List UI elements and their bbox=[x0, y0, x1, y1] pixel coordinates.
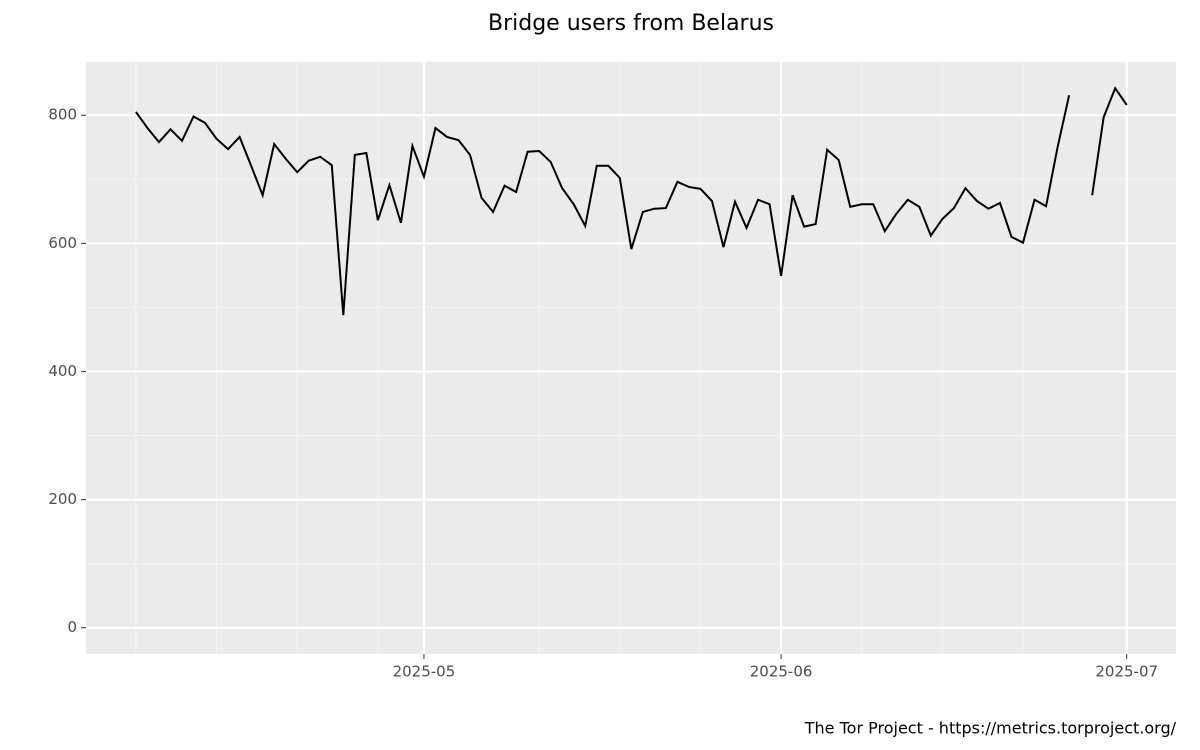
y-tick-label: 800 bbox=[48, 106, 77, 124]
line bbox=[135, 86, 1128, 316]
y-tick-label: 200 bbox=[48, 490, 77, 508]
x-tick-label: 2025-05 bbox=[393, 663, 456, 681]
y-tick-label: 400 bbox=[48, 362, 77, 380]
y-tick-label: 600 bbox=[48, 234, 77, 252]
x-tick-label: 2025-07 bbox=[1095, 663, 1158, 681]
chart-title: Bridge users from Belarus bbox=[488, 11, 774, 36]
x-tick-label: 2025-06 bbox=[750, 663, 813, 681]
y-tick-label: 0 bbox=[67, 618, 77, 636]
plot-background bbox=[86, 62, 1176, 654]
caption: The Tor Project - https://metrics.torpro… bbox=[804, 719, 1177, 738]
